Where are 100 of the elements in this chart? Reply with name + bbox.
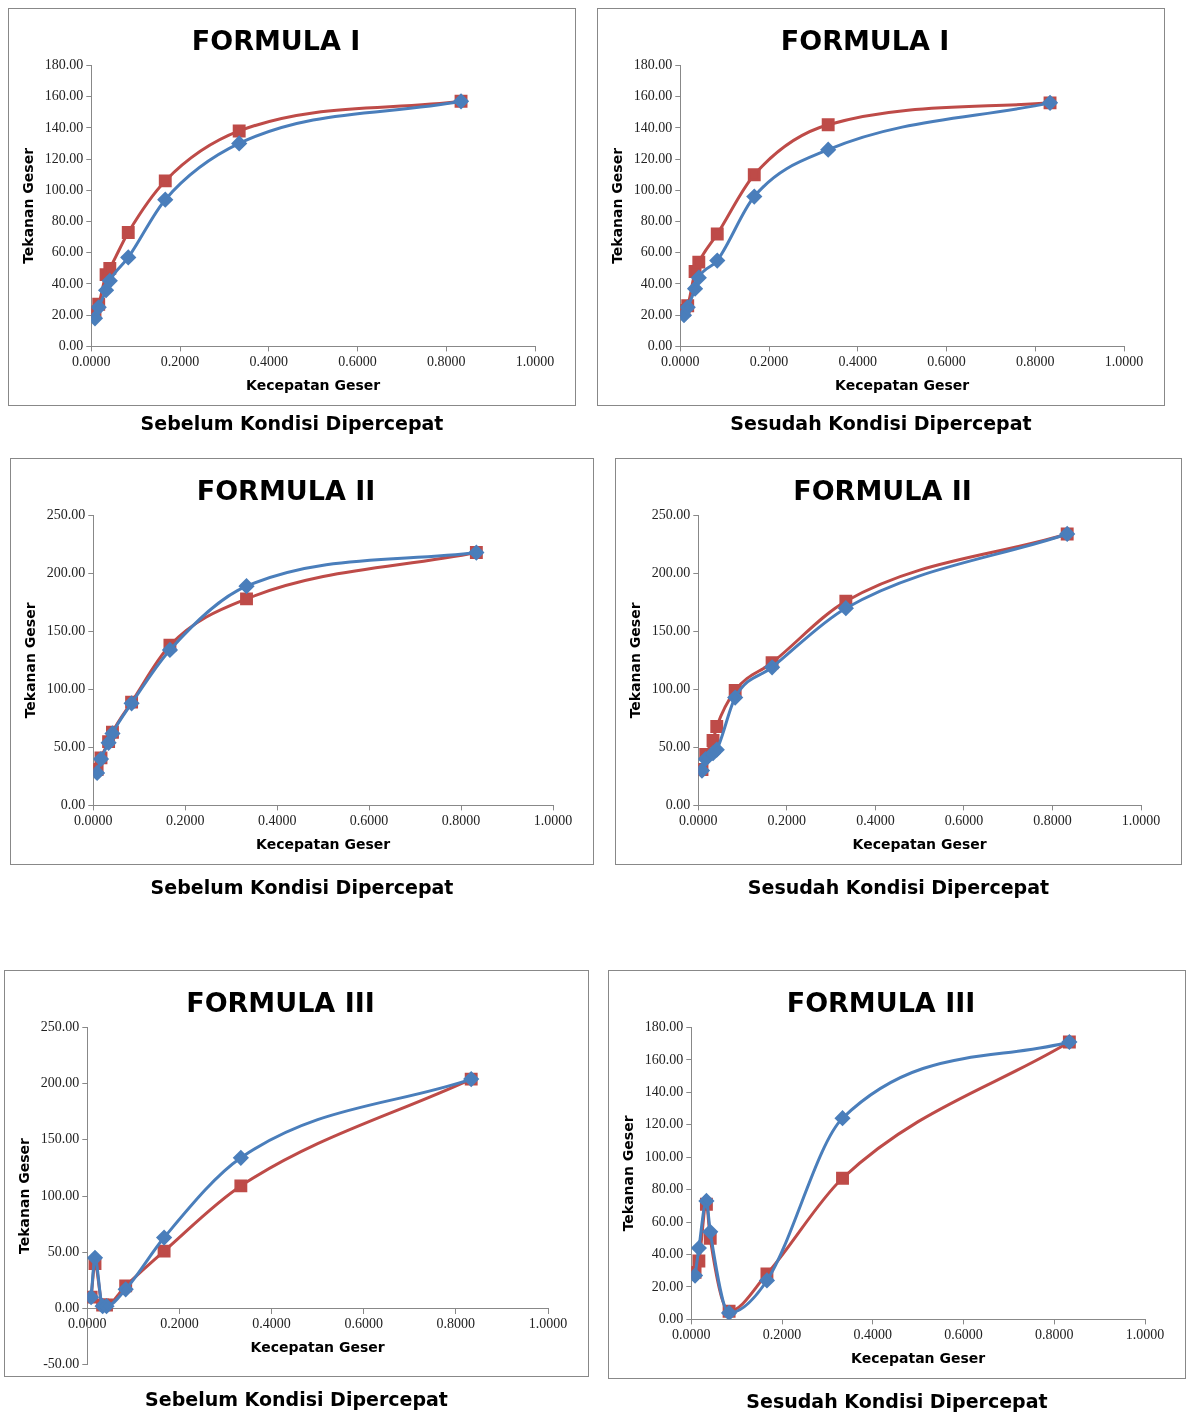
y-tick-label: 200.00 — [46, 565, 86, 581]
y-tick-label: 120.00 — [644, 1116, 684, 1132]
y-tick-label: 0.00 — [665, 797, 691, 813]
x-tick-label: 1.0000 — [1125, 1327, 1165, 1343]
y-tick-label: 100.00 — [44, 181, 84, 197]
x-tick-label: 0.4000 — [257, 813, 297, 829]
x-tick-label: 0.6000 — [944, 1327, 983, 1343]
chart-title: FORMULA II — [793, 475, 972, 507]
y-tick-label: 100.00 — [46, 681, 86, 697]
x-tick-label: 0.8000 — [1033, 813, 1072, 829]
y-tick-label: 140.00 — [44, 119, 84, 135]
x-tick-label: 0.4000 — [252, 1316, 291, 1332]
y-tick-label: 160.00 — [644, 1051, 684, 1067]
x-tick-label: 1.0000 — [528, 1316, 568, 1332]
text: Sesudah Kondisi Dipercepat — [729, 412, 1033, 434]
y-tick-label: 40.00 — [51, 275, 84, 291]
y-axis-title: Tekanan Geser — [620, 1115, 637, 1232]
y-tick-label: 200.00 — [40, 1075, 80, 1091]
y-tick-label: 40.00 — [651, 1246, 684, 1262]
x-tick-label: 1.0000 — [1104, 354, 1144, 370]
x-tick-label: 0.6000 — [927, 354, 966, 370]
text: Sesudah Kondisi Dipercepat — [745, 1390, 1049, 1412]
y-tick-label: 0.00 — [54, 1300, 80, 1316]
y-tick-label: 20.00 — [51, 306, 84, 322]
x-tick-label: 1.0000 — [1121, 813, 1161, 829]
y-tick-label: 180.00 — [44, 57, 84, 73]
text: Sebelum Kondisi Dipercepat — [149, 876, 455, 898]
y-tick-label: 250.00 — [651, 507, 691, 523]
chart-title: FORMULA III — [786, 987, 976, 1019]
y-tick-label: 60.00 — [640, 244, 673, 260]
y-tick-label: 0.00 — [58, 338, 84, 354]
x-tick-label: 0.0000 — [672, 1327, 711, 1343]
y-tick-label: 140.00 — [644, 1083, 684, 1099]
x-axis-title: Kecepatan Geser — [835, 377, 970, 394]
x-tick-label: 0.0000 — [74, 813, 113, 829]
y-tick-label: 80.00 — [640, 213, 673, 229]
y-tick-label: 80.00 — [51, 213, 84, 229]
x-tick-label: 0.8000 — [1035, 1327, 1074, 1343]
x-tick-label: 0.2000 — [767, 813, 807, 829]
x-tick-label: 0.4000 — [856, 813, 895, 829]
x-tick-label: 0.4000 — [249, 354, 289, 370]
y-tick-label: 180.00 — [644, 1019, 684, 1035]
y-tick-label: 100.00 — [40, 1187, 80, 1203]
y-tick-label: 150.00 — [46, 623, 86, 639]
y-axis-title: Tekanan Geser — [20, 147, 37, 264]
x-tick-label: 0.4000 — [853, 1327, 893, 1343]
x-axis-title: Kecepatan Geser — [256, 836, 391, 853]
y-tick-label: 50.00 — [47, 1243, 80, 1259]
x-tick-label: 0.2000 — [160, 1316, 199, 1332]
x-tick-label: 0.0000 — [679, 813, 718, 829]
y-tick-label: 120.00 — [44, 150, 84, 166]
y-tick-label: 200.00 — [651, 565, 691, 581]
x-tick-label: 0.2000 — [160, 354, 200, 370]
x-tick-label: 1.0000 — [515, 354, 555, 370]
y-axis-title: Tekanan Geser — [16, 1137, 33, 1254]
text: Sebelum Kondisi Dipercepat — [144, 1388, 449, 1410]
y-tick-label: 0.00 — [647, 338, 673, 354]
x-tick-label: 0.8000 — [441, 813, 481, 829]
y-tick-label: 0.00 — [658, 1311, 684, 1327]
y-tick-label: 100.00 — [633, 181, 673, 197]
x-tick-label: 0.4000 — [838, 354, 878, 370]
y-tick-label: 150.00 — [40, 1131, 80, 1147]
chart-title: FORMULA I — [191, 25, 361, 57]
y-tick-label: 160.00 — [633, 88, 673, 104]
x-tick-label: 0.2000 — [749, 354, 789, 370]
y-tick-label: 160.00 — [44, 88, 84, 104]
chart-title: FORMULA III — [186, 987, 375, 1019]
y-axis-title: Tekanan Geser — [627, 602, 644, 719]
chart-title: FORMULA I — [780, 25, 950, 57]
y-tick-label: 20.00 — [640, 306, 673, 322]
x-tick-label: 0.0000 — [68, 1316, 107, 1332]
y-axis-title: Tekanan Geser — [609, 147, 626, 264]
y-tick-label: 60.00 — [651, 1213, 684, 1229]
x-tick-label: 0.6000 — [344, 1316, 383, 1332]
y-tick-label: 20.00 — [651, 1278, 684, 1294]
x-tick-label: 0.0000 — [72, 354, 111, 370]
y-tick-label: 180.00 — [633, 57, 673, 73]
y-tick-label: 80.00 — [651, 1181, 684, 1197]
text: Sebelum Kondisi Dipercepat — [139, 412, 445, 434]
x-axis-title: Kecepatan Geser — [246, 377, 381, 394]
x-axis-title: Kecepatan Geser — [250, 1339, 385, 1356]
y-tick-label: -50.00 — [43, 1356, 80, 1372]
x-tick-label: 0.6000 — [944, 813, 984, 829]
x-tick-label: 1.0000 — [533, 813, 573, 829]
text: Sesudah Kondisi Dipercepat — [746, 876, 1051, 898]
y-tick-label: 40.00 — [640, 275, 673, 291]
x-tick-label: 0.8000 — [1016, 354, 1055, 370]
y-tick-label: 100.00 — [651, 681, 691, 697]
x-tick-label: 0.8000 — [427, 354, 466, 370]
y-tick-label: 140.00 — [633, 119, 673, 135]
y-tick-label: 60.00 — [51, 244, 84, 260]
x-tick-label: 0.0000 — [661, 354, 700, 370]
y-tick-label: 120.00 — [633, 150, 673, 166]
chart-title: FORMULA II — [196, 475, 376, 507]
y-axis-title: Tekanan Geser — [22, 602, 39, 719]
x-axis-title: Kecepatan Geser — [851, 1350, 986, 1367]
y-tick-label: 250.00 — [46, 507, 86, 523]
x-tick-label: 0.2000 — [762, 1327, 802, 1343]
y-tick-label: 50.00 — [53, 739, 86, 755]
y-tick-label: 100.00 — [644, 1148, 684, 1164]
